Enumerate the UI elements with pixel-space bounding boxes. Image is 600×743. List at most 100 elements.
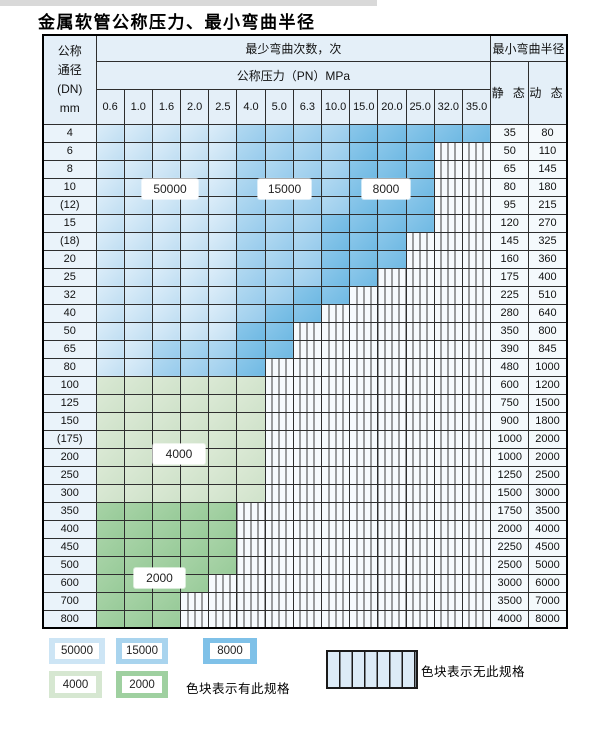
no-spec-cell [461, 519, 492, 539]
no-spec-cell [292, 465, 323, 485]
spec-zone-cell [236, 393, 266, 413]
spec-zone-cell [123, 357, 153, 377]
spec-zone-cell [151, 249, 182, 269]
no-spec-cell [405, 519, 435, 539]
no-spec-cell [461, 339, 492, 359]
table-row: 600 3000 6000 [42, 573, 568, 593]
no-spec-cell [377, 501, 407, 521]
header-row-2: 公称压力（PN）MPa 静 态 动 态 [43, 60, 568, 125]
no-spec-cell [433, 159, 463, 179]
no-spec-cell [320, 483, 351, 503]
dynamic-value-cell: 325 [528, 231, 568, 251]
spec-zone-cell [151, 393, 182, 413]
spec-zone-cell [320, 195, 351, 215]
no-spec-cell [320, 591, 351, 611]
header-row-3: 0.6 1.0 1.6 2.0 2.5 4.0 5.0 6.3 10.0 15.0 20.0 25.0… [43, 88, 567, 125]
no-spec-cell [461, 393, 492, 413]
zone-cycle-label: 15000 [258, 179, 311, 199]
no-spec-cell [405, 501, 435, 521]
zone-cycle-label: 8000 [362, 179, 410, 199]
no-spec-cell [461, 591, 492, 611]
static-value-cell: 2500 [490, 555, 530, 575]
dynamic-value-cell: 110 [528, 141, 568, 161]
spec-zone-cell [95, 267, 125, 287]
spec-zone-cell [236, 285, 266, 305]
spec-zone-cell [180, 555, 210, 575]
no-spec-cell [236, 591, 266, 611]
spec-zone-cell [236, 339, 266, 359]
no-spec-cell [405, 465, 435, 485]
no-spec-cell [377, 375, 407, 395]
spec-zone-cell [264, 195, 294, 215]
dn-cell: 125 [42, 393, 97, 413]
spec-zone-cell [95, 393, 125, 413]
spec-zone-cell [123, 591, 153, 611]
spec-zone-cell [151, 267, 182, 287]
spec-zone-cell [151, 411, 182, 431]
dn-cell: 150 [42, 411, 97, 431]
spec-zone-cell [180, 501, 210, 521]
no-spec-cell [320, 555, 351, 575]
pressure-value-cell: 4.0 [236, 88, 266, 125]
table-row: 350 1750 3500 [42, 501, 568, 521]
static-value-cell: 1250 [490, 465, 530, 485]
no-spec-cell [433, 429, 463, 449]
spec-zone-cell [405, 141, 435, 161]
no-spec-cell [461, 213, 492, 233]
spec-zone-cell [208, 393, 238, 413]
no-spec-cell [433, 141, 463, 161]
no-spec-cell [320, 609, 351, 629]
no-spec-cell [320, 357, 351, 377]
no-spec-cell [433, 501, 463, 521]
static-value-cell: 390 [490, 339, 530, 359]
spec-zone-cell [180, 123, 210, 143]
no-spec-cell [349, 555, 379, 575]
spec-zone-cell [320, 141, 351, 161]
spec-zone-cell [151, 519, 182, 539]
spec-zone-cell [208, 195, 238, 215]
bend-cycles-header: 最少弯曲次数，次 [95, 34, 492, 62]
no-spec-cell [264, 573, 294, 593]
dn-cell: 450 [42, 537, 97, 557]
spec-zone-cell [95, 375, 125, 395]
table-row: 25 175 400 [42, 267, 568, 287]
dn-cell: 350 [42, 501, 97, 521]
spec-zone-cell [123, 267, 153, 287]
dn-header-line: 通径 [57, 62, 82, 77]
spec-zone-cell [349, 231, 379, 251]
spec-zone-cell [208, 555, 238, 575]
no-spec-cell [292, 321, 323, 341]
spec-zone-cell [95, 555, 125, 575]
dn-cell: 800 [42, 609, 97, 629]
spec-zone-cell [264, 249, 294, 269]
no-spec-cell [292, 393, 323, 413]
no-spec-cell [292, 339, 323, 359]
dynamic-value-cell: 2000 [528, 447, 568, 467]
zone-cycle-label: 4000 [153, 444, 205, 464]
dn-cell: 40 [42, 303, 97, 323]
no-spec-cell [461, 177, 492, 197]
no-spec-cell [320, 393, 351, 413]
dynamic-value-cell: 360 [528, 249, 568, 269]
spec-zone-cell [180, 573, 210, 593]
spec-zone-cell [349, 267, 379, 287]
spec-zone-cell [95, 249, 125, 269]
no-spec-cell [405, 573, 435, 593]
static-value-cell: 1000 [490, 447, 530, 467]
static-value-cell: 1750 [490, 501, 530, 521]
static-value-cell: 225 [490, 285, 530, 305]
spec-zone-cell [180, 141, 210, 161]
spec-zone-cell [180, 519, 210, 539]
dynamic-value-cell: 2500 [528, 465, 568, 485]
spec-zone-cell [320, 177, 351, 197]
dn-cell: 50 [42, 321, 97, 341]
spec-zone-cell [180, 249, 210, 269]
spec-zone-cell [123, 123, 153, 143]
no-spec-cell [264, 537, 294, 557]
spec-zone-cell [208, 519, 238, 539]
no-spec-cell [349, 357, 379, 377]
dn-cell: 250 [42, 465, 97, 485]
spec-zone-cell [349, 159, 379, 179]
no-spec-cell [461, 573, 492, 593]
spec-zone-cell [264, 303, 294, 323]
